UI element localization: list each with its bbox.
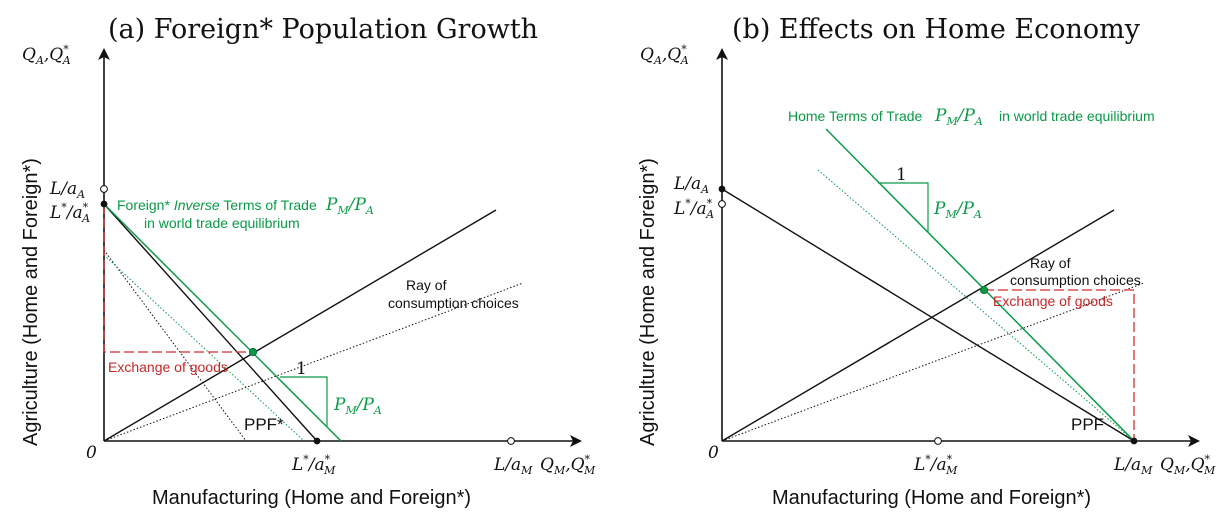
panel-b-x-tick-home: L/aM: [1113, 455, 1153, 477]
panel-a-y-tick-foreign: L*/a* A: [49, 201, 90, 225]
panel-b-ppf-home: [721, 188, 1135, 442]
panel-a-origin: 0: [86, 443, 97, 463]
panel-a-y-axis-var: QA,Q* A: [22, 43, 71, 67]
panel-a-terms-of-trade-line-old: [103, 254, 305, 442]
panel-a-ppf-label: PPF*: [244, 415, 284, 434]
panel-a-foreign-x-intercept-dot: [313, 437, 321, 445]
panel-a-tot-label: Foreign* Inverse Terms of Trade: [117, 197, 317, 213]
panel-b-terms-of-trade-line-old: [817, 169, 1135, 442]
panel-b-ray-label-2: consumption choices: [1010, 272, 1141, 288]
panel-b: (b) Effects on Home Economy QA,Q* A QM,Q*…: [637, 14, 1216, 509]
panel-a-x-axis-title: Manufacturing (Home and Foreign*): [152, 487, 471, 509]
panel-a-x-tick-foreign: L*/a* M: [291, 453, 336, 477]
panel-a-equilibrium-dot: [248, 347, 258, 357]
panel-b-ray-consumption-old: [721, 282, 1145, 442]
panel-a-tot-ratio: PM/PA: [325, 195, 374, 217]
panel-b-y-tick-foreign: L*/a* A: [673, 197, 714, 221]
panel-a-terms-of-trade-line: [103, 203, 342, 442]
panel-a-title: (a) Foreign* Population Growth: [108, 14, 538, 45]
panel-b-y-axis-var: QA,Q* A: [640, 43, 689, 67]
panel-b-title: (b) Effects on Home Economy: [732, 14, 1141, 45]
panel-a-x-axis-var: QM,Q* M: [540, 453, 596, 477]
panel-b-y-tick-home: L/aA: [673, 174, 709, 196]
panel-b-equilibrium-dot: [979, 285, 989, 295]
panel-b-ray-consumption: [721, 209, 1115, 442]
panel-b-home-intercept-dot: [718, 185, 726, 193]
panel-b-x-tick-foreign: L*/a* M: [913, 453, 958, 477]
panel-a-ray-consumption: [103, 209, 497, 442]
panel-a-home-x-intercept-dot: [507, 437, 515, 445]
panel-a-ray-label-1: Ray of: [406, 277, 447, 293]
panel-a-ray-label-2: consumption choices: [388, 295, 519, 311]
panel-a-exchange-label: Exchange of goods: [108, 359, 228, 375]
panel-b-foreign-x-intercept-dot: [934, 437, 942, 445]
panel-a-ppf-foreign: [103, 203, 318, 442]
panel-a-x-tick-home: L/aM: [493, 455, 533, 477]
panel-b-tot-ratio: PM/PA: [934, 106, 983, 128]
panel-b-exchange-label: Exchange of goods: [993, 293, 1113, 309]
panel-b-slope-rise: PM/PA: [933, 199, 982, 221]
panel-b-terms-of-trade-line: [825, 128, 1135, 442]
panel-b-exchange-lines: [984, 289, 1135, 441]
panel-a-slope-rise: PM/PA: [333, 395, 382, 417]
panel-b-tot-label-suffix: in world trade equilibrium: [999, 108, 1155, 124]
panel-b-ray-label-1: Ray of: [1030, 255, 1071, 271]
panel-b-x-axis-var: QM,Q* M: [1160, 453, 1216, 477]
panel-a-y-tick-home: L/aA: [49, 179, 85, 201]
panel-b-tot-label: Home Terms of Trade: [788, 108, 923, 124]
panel-b-slope-triangle: [878, 182, 929, 232]
panel-a-exchange-lines: [103, 204, 253, 353]
panel-a-ppf-foreign-old: [103, 249, 247, 442]
panel-a-y-axis-title: Agriculture (Home and Foreign*): [20, 158, 42, 446]
panel-a-tot-label-line2: in world trade equilibrium: [144, 215, 300, 231]
panel-b-x-axis-title: Manufacturing (Home and Foreign*): [772, 487, 1091, 509]
panel-b-y-axis-title: Agriculture (Home and Foreign*): [637, 158, 659, 446]
panel-b-home-x-intercept-dot: [1130, 437, 1138, 445]
panel-a-ray-consumption-old: [103, 282, 524, 442]
panel-a-slope-triangle: [280, 376, 328, 426]
panel-a-slope-run: 1: [296, 359, 307, 379]
panel-a-home-intercept-dot: [100, 185, 108, 193]
panel-b-ppf-label: PPF: [1071, 415, 1104, 434]
panel-b-origin: 0: [708, 443, 719, 463]
panel-b-slope-run: 1: [896, 165, 907, 185]
panel-a: (a) Foreign* Population Growth QA,Q* A QM…: [20, 14, 596, 509]
panel-b-foreign-intercept-dot: [718, 200, 726, 208]
panel-a-foreign-intercept-dot: [100, 200, 108, 208]
